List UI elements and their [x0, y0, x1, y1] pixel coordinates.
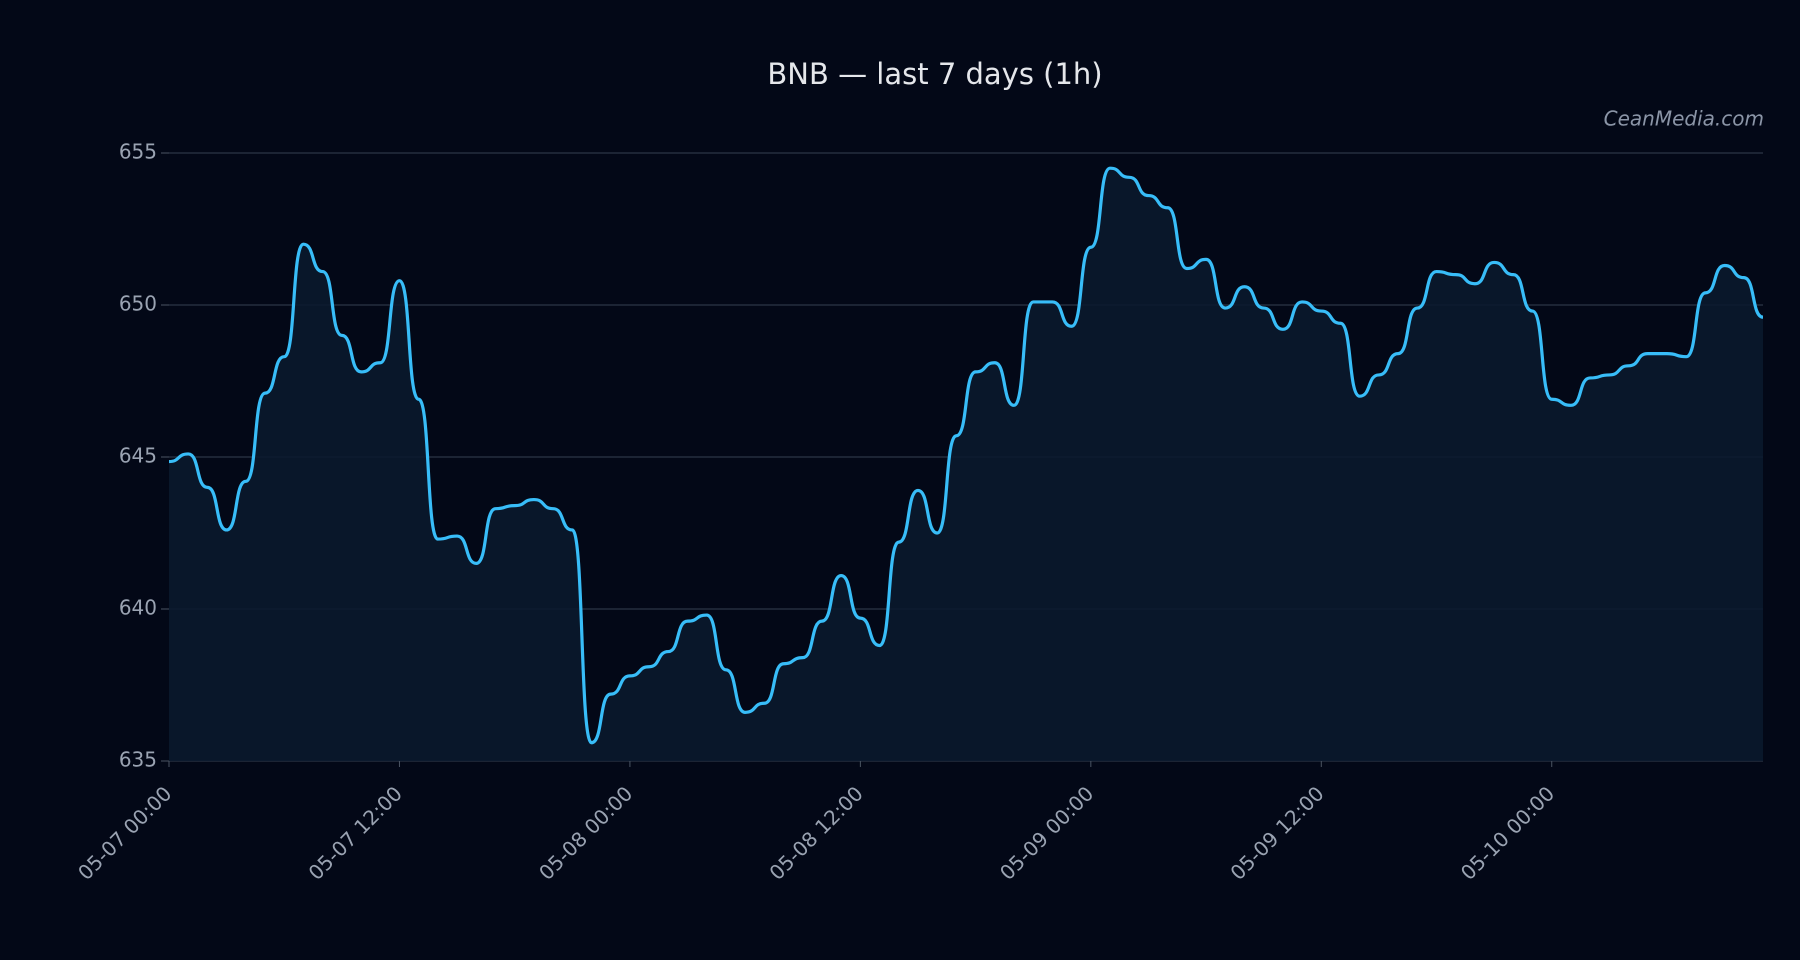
y-tick-label: 645 — [119, 444, 157, 468]
area — [169, 168, 1763, 761]
y-tick-label: 655 — [119, 140, 157, 164]
y-tick-label: 635 — [119, 748, 157, 772]
y-tick-label: 650 — [119, 292, 157, 316]
price-line — [168, 166, 1764, 745]
watermark: CeanMedia.com — [1604, 107, 1764, 131]
y-tick-label: 640 — [119, 596, 157, 620]
chart-title: BNB — last 7 days (1h) — [767, 57, 1102, 91]
